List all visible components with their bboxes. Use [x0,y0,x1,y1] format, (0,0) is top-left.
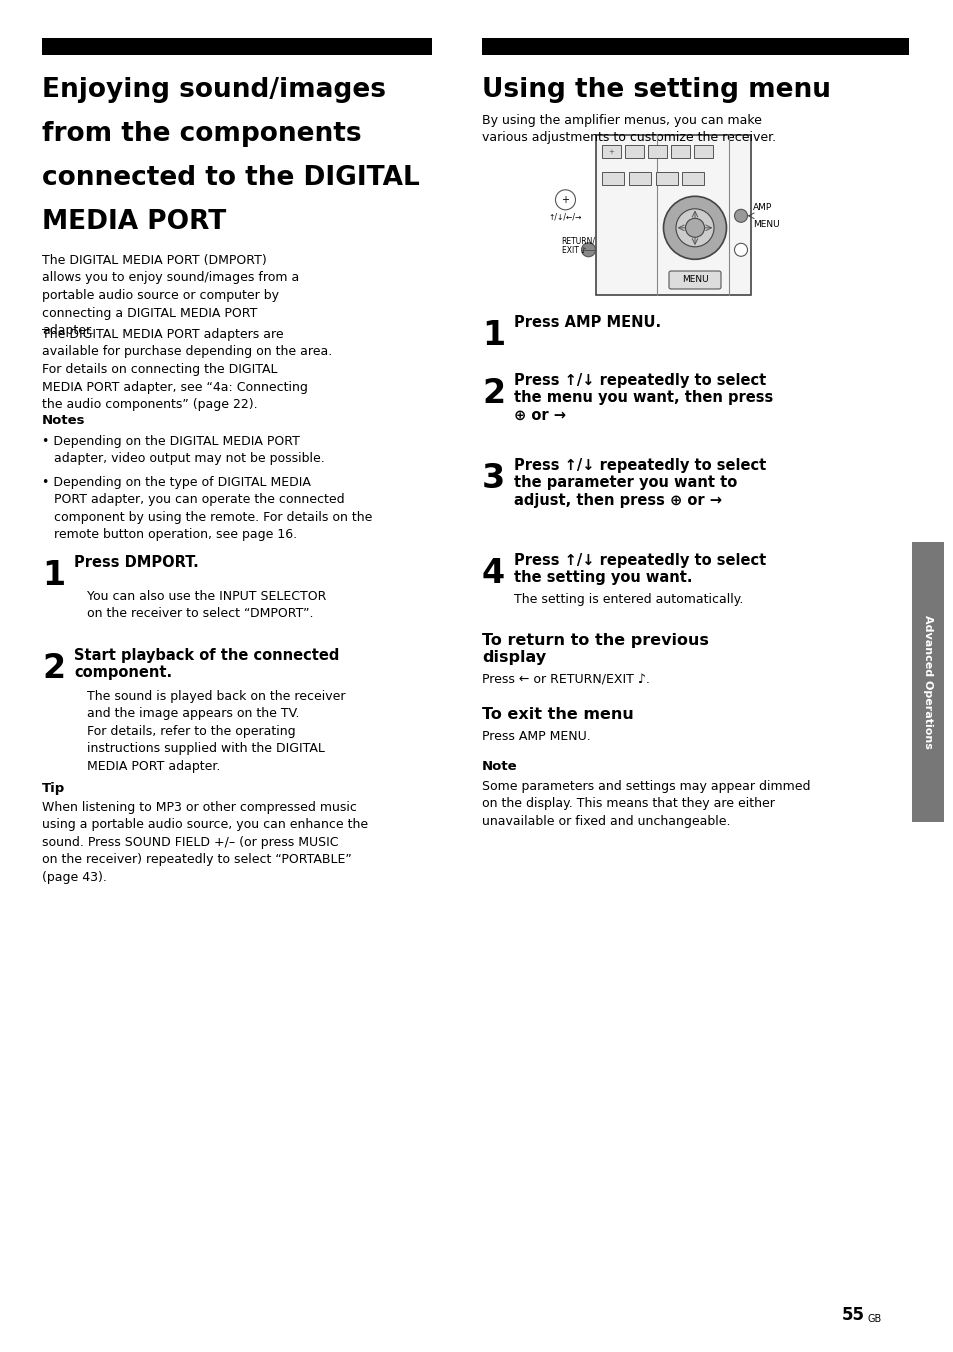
Text: To exit the menu: To exit the menu [481,707,633,722]
Text: 1: 1 [42,558,65,592]
Circle shape [581,243,595,257]
Text: Using the setting menu: Using the setting menu [481,77,830,103]
Bar [647,145,666,158]
Text: connected to the DIGITAL: connected to the DIGITAL [42,165,419,191]
Text: Advanced Operations: Advanced Operations [923,615,932,749]
Text: Press AMP MENU.: Press AMP MENU. [481,730,590,744]
Text: Start playback of the connected
component.: Start playback of the connected componen… [74,648,339,680]
Text: from the components: from the components [42,120,361,147]
Text: 2: 2 [42,652,65,685]
Text: MENU: MENU [681,276,707,284]
FancyBboxPatch shape [668,270,720,289]
Text: Press ↑/↓ repeatedly to select
the menu you want, then press
⊕ or →: Press ↑/↓ repeatedly to select the menu … [514,373,773,423]
Text: The DIGITAL MEDIA PORT adapters are
available for purchase depending on the area: The DIGITAL MEDIA PORT adapters are avai… [42,329,332,411]
Text: EXIT ♪: EXIT ♪ [561,246,585,254]
Text: Press DMPORT.: Press DMPORT. [74,556,198,571]
Bar [628,172,650,185]
Text: The sound is played back on the receiver
and the image appears on the TV.
For de: The sound is played back on the receiver… [87,690,345,773]
Text: 4: 4 [481,557,504,589]
Text: +: + [607,149,614,154]
Ellipse shape [662,196,726,260]
Text: Press ← or RETURN/EXIT ♪.: Press ← or RETURN/EXIT ♪. [481,675,649,687]
Text: By using the amplifier menus, you can make
various adjustments to customize the : By using the amplifier menus, you can ma… [481,114,776,145]
Text: AMP: AMP [752,203,771,212]
Text: Notes: Notes [42,414,86,427]
Bar [601,145,619,158]
Text: The setting is entered automatically.: The setting is entered automatically. [514,594,742,606]
Bar [670,145,689,158]
Text: +: + [561,195,569,204]
Text: • Depending on the DIGITAL MEDIA PORT
   adapter, video output may not be possib: • Depending on the DIGITAL MEDIA PORT ad… [42,435,324,465]
Text: Press ↑/↓ repeatedly to select
the setting you want.: Press ↑/↓ repeatedly to select the setti… [514,553,765,585]
Text: Some parameters and settings may appear dimmed
on the display. This means that t: Some parameters and settings may appear … [481,780,810,827]
Bar [911,542,943,822]
Bar [595,135,750,295]
Text: Tip: Tip [42,781,65,795]
Circle shape [734,210,747,222]
Text: 1: 1 [481,319,504,352]
Text: MEDIA PORT: MEDIA PORT [42,210,226,235]
Text: 55: 55 [841,1306,864,1324]
Text: Enjoying sound/images: Enjoying sound/images [42,77,386,103]
Text: 3: 3 [481,462,505,495]
Circle shape [555,189,575,210]
Ellipse shape [685,218,703,238]
Bar [624,145,643,158]
Text: GB: GB [866,1314,881,1324]
Text: 2: 2 [481,377,504,410]
Text: You can also use the INPUT SELECTOR
on the receiver to select “DMPORT”.: You can also use the INPUT SELECTOR on t… [87,589,326,621]
Text: When listening to MP3 or other compressed music
using a portable audio source, y: When listening to MP3 or other compresse… [42,800,368,884]
Circle shape [734,243,747,257]
Text: ↑/↓/←/→: ↑/↓/←/→ [548,212,581,222]
Text: The DIGITAL MEDIA PORT (DMPORT)
allows you to enjoy sound/images from a
portable: The DIGITAL MEDIA PORT (DMPORT) allows y… [42,254,299,337]
Ellipse shape [676,208,713,247]
Bar [655,172,677,185]
Text: • Depending on the type of DIGITAL MEDIA
   PORT adapter, you can operate the co: • Depending on the type of DIGITAL MEDIA… [42,476,372,542]
Bar [42,38,432,55]
Bar [601,172,623,185]
Bar [693,145,712,158]
Text: Press AMP MENU.: Press AMP MENU. [514,315,660,330]
Text: Press ↑/↓ repeatedly to select
the parameter you want to
adjust, then press ⊕ or: Press ↑/↓ repeatedly to select the param… [514,458,765,508]
Text: To return to the previous
display: To return to the previous display [481,633,708,665]
Text: MENU: MENU [752,220,779,228]
Text: Note: Note [481,760,517,773]
Bar [681,172,703,185]
Text: RETURN/: RETURN/ [561,237,595,246]
Bar [481,38,908,55]
